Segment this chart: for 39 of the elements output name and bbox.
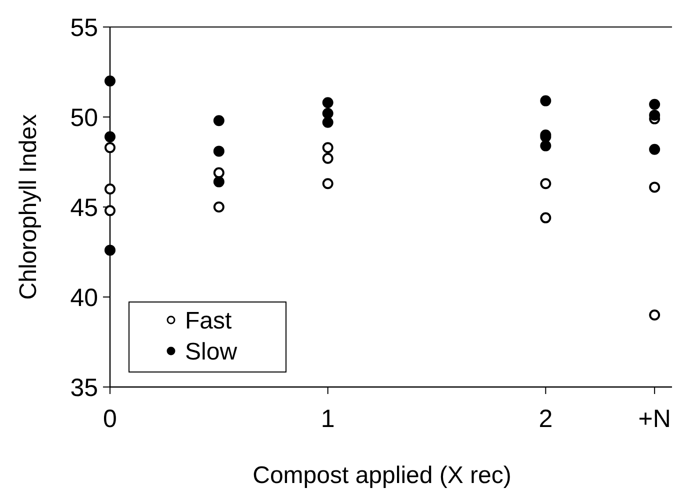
point	[322, 97, 334, 108]
legend-label: Fast	[185, 307, 232, 334]
point	[104, 205, 116, 216]
point	[104, 76, 116, 86]
point	[322, 152, 334, 164]
point	[213, 176, 224, 188]
y-tick-label: 45	[70, 194, 98, 222]
y-tick-label: 55	[70, 14, 98, 42]
point	[213, 146, 224, 157]
point	[322, 178, 334, 190]
point	[104, 184, 116, 194]
y-axis-title: Chlorophyll Index	[15, 114, 42, 300]
point	[322, 108, 334, 119]
y-tick-label: 40	[70, 284, 98, 312]
point	[540, 178, 552, 190]
x-tick-label: 2	[538, 405, 553, 433]
point	[104, 244, 116, 256]
point	[649, 98, 660, 110]
point	[213, 202, 224, 212]
point	[104, 142, 116, 154]
point	[322, 142, 334, 154]
point	[649, 182, 660, 193]
x-tick-label: +N	[638, 405, 671, 433]
x-tick-label: 1	[320, 405, 335, 433]
point	[540, 212, 552, 224]
point	[649, 110, 660, 121]
point	[213, 115, 224, 126]
x-tick-label: 0	[103, 405, 117, 433]
point	[649, 144, 660, 155]
point	[540, 95, 552, 106]
point	[322, 116, 334, 128]
point	[104, 131, 116, 142]
y-tick-label: 35	[70, 374, 98, 402]
y-tick-label: 50	[70, 104, 98, 132]
x-axis-title: Compost applied (X rec)	[252, 462, 512, 489]
point	[213, 167, 224, 178]
legend-label: Slow	[185, 338, 238, 366]
point	[540, 140, 552, 152]
point	[649, 310, 660, 320]
